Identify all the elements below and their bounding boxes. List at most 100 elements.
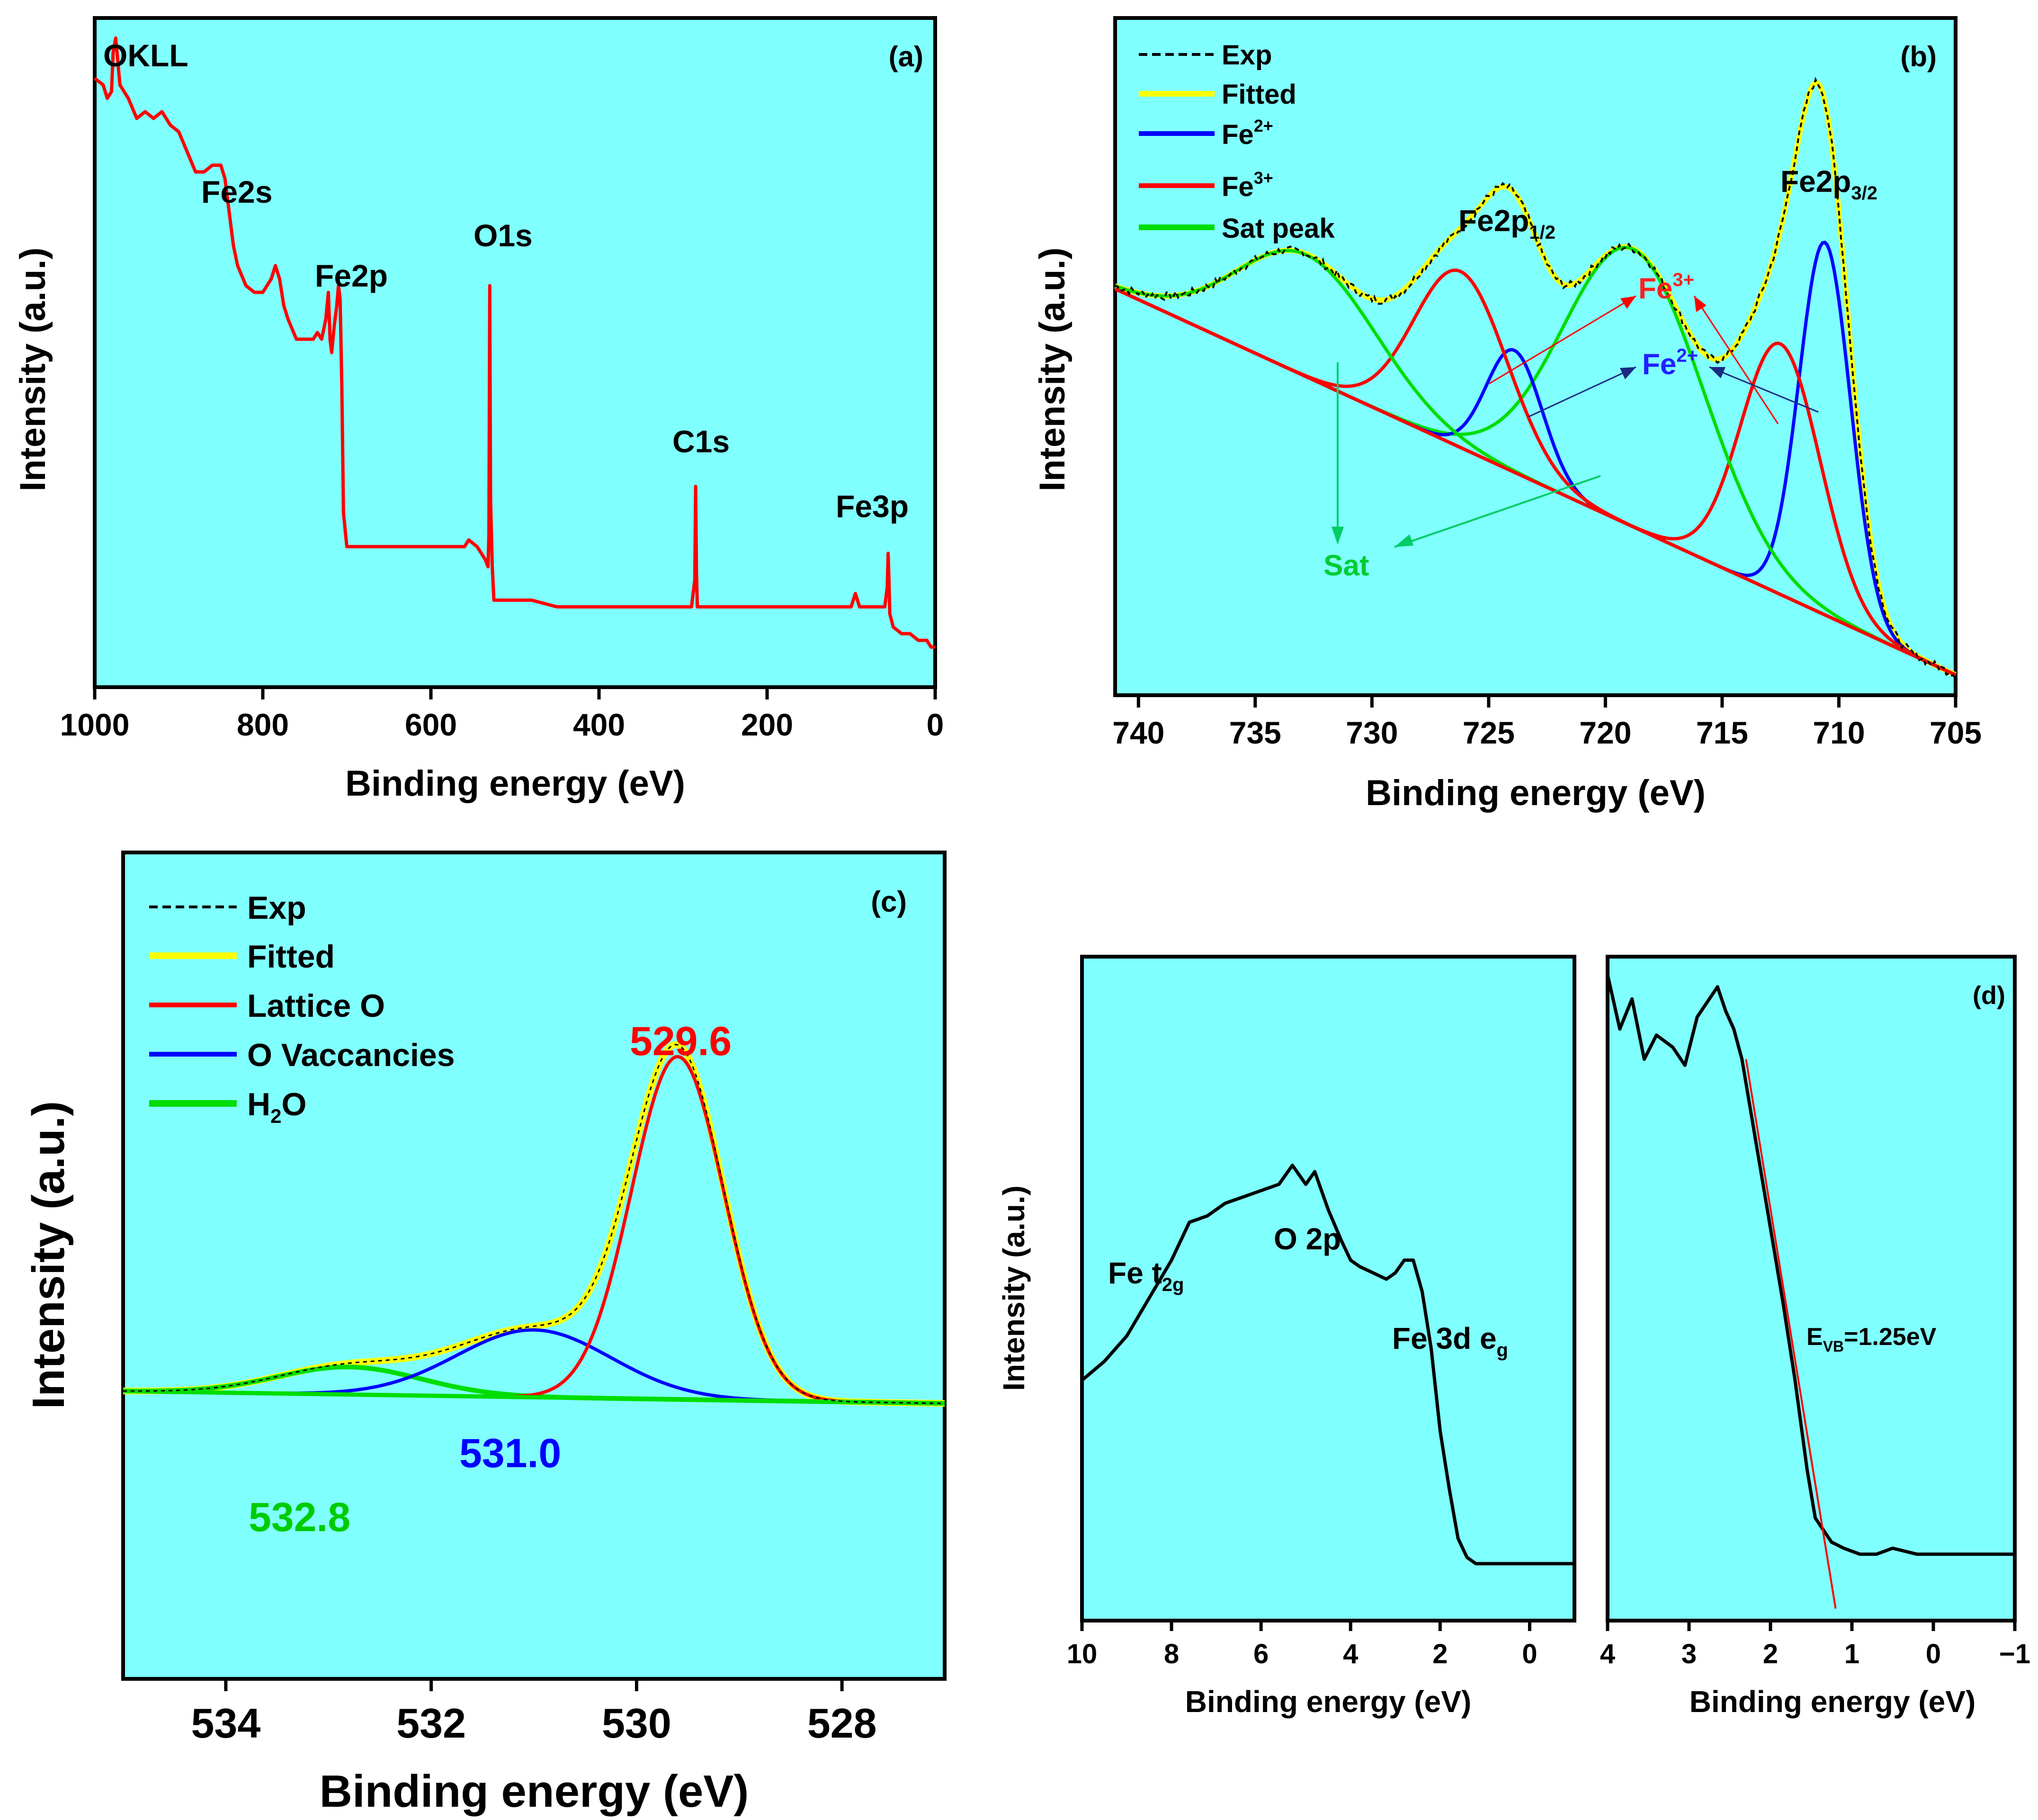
panel-c-xtick-label: 532 xyxy=(396,1700,466,1747)
panel-b-xtick-label: 710 xyxy=(1813,715,1865,750)
panel-c-legend-label-exp: Exp xyxy=(247,890,306,926)
panel-b-legend-fe3-sup: 3+ xyxy=(1254,168,1273,188)
panel-b-xlabel: Binding energy (eV) xyxy=(1366,773,1706,813)
panel-b-annotation-fe3-base: Fe xyxy=(1638,272,1672,305)
panel-d-right-xtick-label: 1 xyxy=(1844,1639,1859,1669)
panel-b-xtick-label: 730 xyxy=(1346,715,1398,750)
panel-b-legend-label-fe2: Fe2+ xyxy=(1222,116,1273,150)
panel-d-annotation-evb-base: E xyxy=(1806,1323,1823,1351)
panel-d-left-xtick-label: 2 xyxy=(1432,1639,1448,1669)
panel-b-arrow-fe3-left-head xyxy=(1620,296,1636,309)
panel-b-xtick-label: 735 xyxy=(1229,715,1281,750)
panel-d-left-xtick-label: 8 xyxy=(1164,1639,1179,1669)
panel-b-label: (b) xyxy=(1900,41,1937,72)
panel-a-xtick-label: 1000 xyxy=(60,707,130,742)
panel-b-arrow-fe2-left xyxy=(1528,366,1636,418)
panel-b-arrows xyxy=(1332,295,1819,548)
panel-b-legend-label-fitted: Fitted xyxy=(1222,79,1296,110)
panel-d-annotation-o2p: O 2p xyxy=(1274,1222,1341,1256)
panel-d-left-series-vb xyxy=(1081,1164,1574,1566)
panel-a: 1000 800 600 400 200 0 (a) OKLL Fe2s Fe2p O1s… xyxy=(13,16,944,804)
panel-b-legend-label-fe3: Fe3+ xyxy=(1222,168,1273,202)
panel-c-legend-h2o-o: O xyxy=(281,1086,306,1122)
panel-c-ylabel: Intensity (a.u.) xyxy=(23,1101,74,1409)
panel-a-xtick-label: 200 xyxy=(741,707,793,742)
panel-b-annotation-sat: Sat xyxy=(1323,549,1369,582)
panel-c-xtick-label: 534 xyxy=(191,1700,260,1747)
panel-b-ticks: 740 735 730 725 720 715 710 705 xyxy=(1112,695,1982,750)
panel-a-annotation-fe3p: Fe3p xyxy=(836,489,909,524)
panel-b-arrow-sat-right xyxy=(1394,475,1601,548)
panel-c-peak-label-vacancies: 531.0 xyxy=(459,1431,561,1476)
panel-d-right-xtick-label: −1 xyxy=(1999,1639,2030,1669)
panel-c-label: (c) xyxy=(871,886,907,918)
panel-c-curves xyxy=(123,1041,945,1407)
panel-b-xtick-label: 725 xyxy=(1463,715,1515,750)
panel-b-annotation-fe2-sup: 2+ xyxy=(1676,345,1698,366)
panel-b-annotation-fe3: Fe3+ xyxy=(1638,269,1694,305)
panel-c-peak-label-lattice: 529.6 xyxy=(630,1019,732,1064)
panel-a-xtick-label: 0 xyxy=(927,707,944,742)
panel-d-right-xtick-label: 2 xyxy=(1763,1639,1778,1669)
panel-d-label: (d) xyxy=(1973,981,2005,1010)
panel-a-annotation-okll: OKLL xyxy=(103,38,188,73)
panel-b-xtick-label: 720 xyxy=(1579,715,1631,750)
panel-a-xlabel: Binding energy (eV) xyxy=(345,763,685,804)
panel-d-curves xyxy=(1081,974,2015,1609)
panel-b-arrow-fe3-right xyxy=(1693,296,1779,424)
panel-a-series-survey xyxy=(93,36,935,649)
panel-b-xtick-label: 705 xyxy=(1930,715,1982,750)
panel-d-right-series-linear-fit xyxy=(1745,1059,1837,1609)
panel-c-xtick-label: 528 xyxy=(807,1700,877,1747)
panel-a-ylabel: Intensity (a.u.) xyxy=(13,247,53,491)
panel-b-arrow-fe2-right-head xyxy=(1709,367,1725,378)
panel-a-xtick-label: 400 xyxy=(573,707,625,742)
panel-d: 10 8 6 4 2 0 4 3 2 1 0 −1 (d) Fe t2g O 2p Fe 3d eg … xyxy=(997,955,2030,1719)
panel-b-arrow-sat-right-head xyxy=(1394,534,1413,547)
panel-b-arrow-fe2-left-head xyxy=(1620,367,1636,379)
panel-d-left-plot-area xyxy=(1080,955,1576,1623)
panel-c-legend-label-lattice: Lattice O xyxy=(247,988,385,1024)
panel-b-annotation-fe2p32-base: Fe2p xyxy=(1780,164,1851,198)
panel-d-right-xtick-label: 4 xyxy=(1600,1639,1615,1669)
panel-c-series-exp xyxy=(123,1044,945,1404)
panel-c: 534 532 530 528 (c) Exp Fitted Lattice O O … xyxy=(23,851,947,1817)
panel-d-left-xlabel: Binding energy (eV) xyxy=(1185,1685,1472,1719)
panel-d-annotation-fe3deg: Fe 3d eg xyxy=(1392,1321,1508,1361)
panel-d-left-xtick-label: 10 xyxy=(1067,1639,1098,1669)
panel-c-peak-label-h2o: 532.8 xyxy=(249,1495,350,1540)
panel-d-annotation-fe3deg-base: Fe 3d e xyxy=(1392,1321,1497,1355)
panel-d-annotation-fet2g: Fe t2g xyxy=(1108,1256,1184,1295)
panel-d-ylabel: Intensity (a.u.) xyxy=(997,1185,1031,1391)
panel-b-arrow-fe3-left xyxy=(1489,295,1636,385)
panel-a-plot-area xyxy=(93,16,937,689)
panel-d-left-xtick-label: 4 xyxy=(1343,1639,1358,1669)
panel-d-ticks: 10 8 6 4 2 0 4 3 2 1 0 −1 xyxy=(1067,1621,2030,1669)
panel-d-annotation-evb: EVB=1.25eV xyxy=(1806,1323,1937,1355)
panel-a-ticks: 1000 800 600 400 200 0 xyxy=(60,687,944,742)
panel-b-legend: Exp Fitted Fe2+ Fe3+ Sat peak xyxy=(1139,40,1335,244)
panel-c-xlabel: Binding energy (eV) xyxy=(320,1766,749,1817)
panel-c-legend-label-h2o: H2O xyxy=(247,1086,306,1127)
panel-b-series-background xyxy=(1114,287,1957,677)
panel-a-annotation-fe2s: Fe2s xyxy=(201,174,272,209)
panel-d-right-plot-area xyxy=(1606,955,2017,1623)
panel-d-annotation-fe3deg-sub: g xyxy=(1497,1340,1508,1361)
panel-c-ticks: 534 532 530 528 xyxy=(191,1679,877,1747)
panel-a-xtick-label: 600 xyxy=(405,707,457,742)
panel-b-series-exp xyxy=(1115,77,1957,679)
panel-b-annotation-fe2-base: Fe xyxy=(1642,348,1676,381)
panel-b-legend-fe3-base: Fe xyxy=(1222,171,1254,202)
panel-b-annotation-fe2: Fe2+ xyxy=(1642,345,1698,381)
panel-d-right-xlabel: Binding energy (eV) xyxy=(1689,1685,1976,1719)
panel-a-xtick-label: 800 xyxy=(237,707,289,742)
panel-a-annotation-c1s: C1s xyxy=(672,424,730,459)
panel-c-legend-h2o-h: H xyxy=(247,1086,270,1122)
panel-b-legend-fe2-sup: 2+ xyxy=(1254,116,1273,135)
panel-c-series-background xyxy=(123,1389,945,1406)
panel-b-xtick-label: 740 xyxy=(1112,715,1164,750)
panel-b-legend-label-sat: Sat peak xyxy=(1222,213,1335,244)
panel-b-arrow-fe2-right xyxy=(1709,366,1819,413)
panel-b-legend-fe2-base: Fe xyxy=(1222,119,1254,150)
